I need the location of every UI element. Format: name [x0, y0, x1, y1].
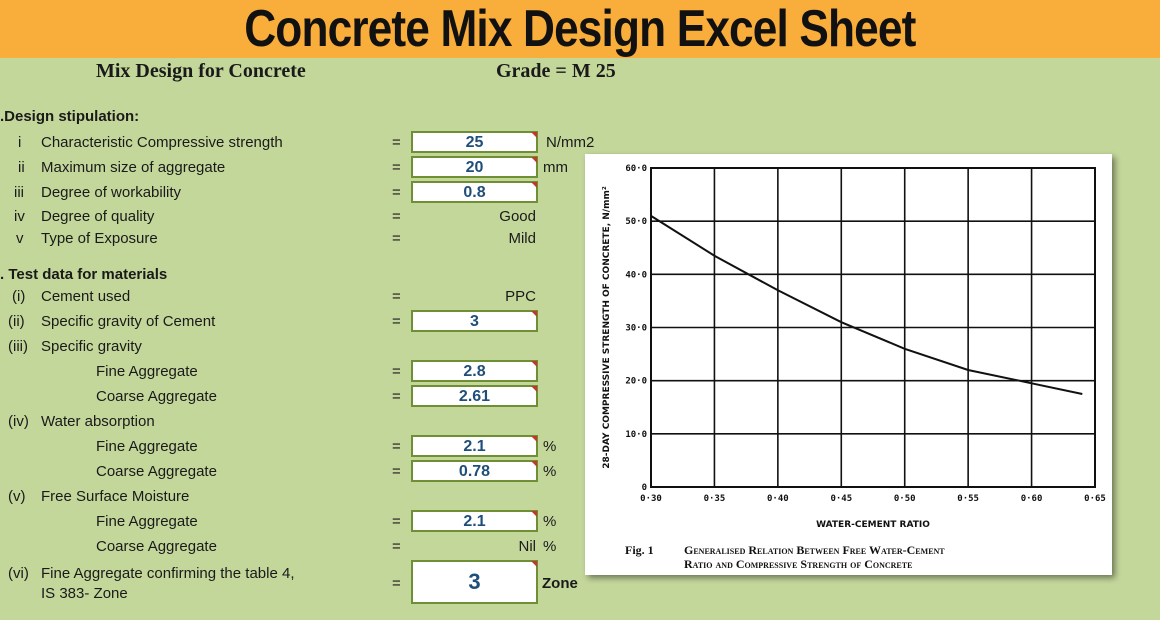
y-tick-label: 0: [642, 483, 647, 493]
chart-svg: 0·30 0·35 0·40 0·45 0·50 0·55 0·60 0·65 0 10·0 20·…: [602, 164, 1106, 571]
y-tick-label: 30·0: [625, 324, 647, 334]
y-tick-label: 40·0: [625, 270, 647, 280]
y-axis-label: 28-DAY COMPRESSIVE STRENGTH OF CONCRETE,…: [602, 186, 612, 469]
row-number: (iv): [8, 413, 29, 430]
row-label: Fine Aggregate: [96, 363, 198, 380]
x-tick-label: 0·35: [704, 494, 726, 504]
sheet-heading: Mix Design for Concrete: [96, 60, 306, 82]
y-tick-label: 50·0: [625, 217, 647, 227]
row-label: Fine Aggregate: [96, 438, 198, 455]
equals-sign: =: [392, 513, 401, 530]
equals-sign: =: [392, 463, 401, 480]
row-label: Specific gravity of Cement: [41, 313, 216, 330]
x-tick-label: 0·60: [1021, 494, 1043, 504]
row-number: iii: [14, 184, 24, 201]
equals-sign: =: [392, 575, 401, 592]
input-cell[interactable]: 3: [411, 310, 538, 332]
row-number: iv: [14, 208, 25, 225]
equals-sign: =: [392, 184, 401, 201]
equals-sign: =: [392, 313, 401, 330]
row-label: Water absorption: [41, 413, 155, 430]
row-number: (vi): [8, 565, 29, 582]
equals-sign: =: [392, 363, 401, 380]
row-number: ii: [18, 159, 25, 176]
equals-sign: =: [392, 159, 401, 176]
row-label: Fine Aggregate confirming the table 4,: [41, 565, 295, 582]
input-cell[interactable]: 2.8: [411, 360, 538, 382]
y-tick-label: 60·0: [625, 164, 647, 174]
unit-label: %: [543, 438, 557, 455]
row-number: (i): [12, 288, 26, 305]
row-label: Coarse Aggregate: [96, 388, 217, 405]
equals-sign: =: [392, 230, 401, 247]
caption-fig: Fig. 1: [625, 543, 654, 557]
strength-curve: [650, 215, 1083, 395]
input-cell[interactable]: 2.1: [411, 435, 538, 457]
section-test-data: . Test data for materials: [0, 266, 168, 283]
y-tick-label: 20·0: [625, 377, 647, 387]
row-label: Degree of quality: [41, 208, 155, 225]
row-label: Cement used: [41, 288, 131, 305]
equals-sign: =: [392, 134, 401, 151]
equals-sign: =: [392, 538, 401, 555]
x-tick-label: 0·55: [957, 494, 979, 504]
row-number: (ii): [8, 313, 25, 330]
input-cell[interactable]: 0.8: [411, 181, 538, 203]
unit-label: %: [543, 538, 557, 555]
value-text: PPC: [505, 288, 536, 305]
unit-label: N/mm2: [546, 134, 595, 151]
caption-line1: Generalised Relation Between Free Water-…: [684, 543, 945, 557]
row-label: Specific gravity: [41, 338, 142, 355]
title-banner: Concrete Mix Design Excel Sheet: [0, 0, 1160, 58]
equals-sign: =: [392, 288, 401, 305]
input-cell[interactable]: 2.1: [411, 510, 538, 532]
row-label: Maximum size of aggregate: [41, 159, 226, 176]
x-tick-label: 0·50: [894, 494, 916, 504]
wc-ratio-chart: 0·30 0·35 0·40 0·45 0·50 0·55 0·60 0·65 0 10·0 20·…: [585, 154, 1112, 575]
grade-label: Grade = M 25: [496, 60, 616, 82]
x-tick-label: 0·40: [767, 494, 789, 504]
y-tick-label: 10·0: [625, 430, 647, 440]
equals-sign: =: [392, 208, 401, 225]
section-design-stipulation: .Design stipulation:: [0, 108, 140, 125]
unit-label: Zone: [542, 575, 578, 592]
input-cell[interactable]: 2.61: [411, 385, 538, 407]
row-label: Coarse Aggregate: [96, 463, 217, 480]
x-axis-label: WATER-CEMENT RATIO: [816, 520, 930, 530]
unit-label: %: [543, 463, 557, 480]
input-cell[interactable]: 0.78: [411, 460, 538, 482]
equals-sign: =: [392, 388, 401, 405]
equals-sign: =: [392, 438, 401, 455]
row-number: (v): [8, 488, 26, 505]
x-tick-label: 0·30: [640, 494, 662, 504]
value-text: Mild: [508, 230, 536, 247]
row-number: v: [16, 230, 24, 247]
x-tick-label: 0·65: [1084, 494, 1106, 504]
row-label: Free Surface Moisture: [41, 488, 190, 505]
input-cell[interactable]: 25: [411, 131, 538, 153]
zone-input-cell[interactable]: 3: [411, 560, 538, 604]
row-label: Degree of workability: [41, 184, 182, 201]
x-tick-label: 0·45: [830, 494, 852, 504]
row-number: i: [18, 134, 22, 151]
row-label-line2: IS 383- Zone: [41, 585, 128, 602]
row-label: Type of Exposure: [41, 230, 158, 247]
row-number: (iii): [8, 338, 28, 355]
row-label: Characteristic Compressive strength: [41, 134, 283, 151]
caption-line2: Ratio and Compressive Strength of Concre…: [684, 557, 912, 571]
row-label: Fine Aggregate: [96, 513, 198, 530]
value-text: Good: [499, 208, 536, 225]
row-label: Coarse Aggregate: [96, 538, 217, 555]
value-text: Nil: [518, 538, 537, 555]
input-cell[interactable]: 20: [411, 156, 538, 178]
banner-title: Concrete Mix Design Excel Sheet: [244, 0, 916, 58]
unit-label: mm: [543, 159, 568, 176]
unit-label: %: [543, 513, 557, 530]
